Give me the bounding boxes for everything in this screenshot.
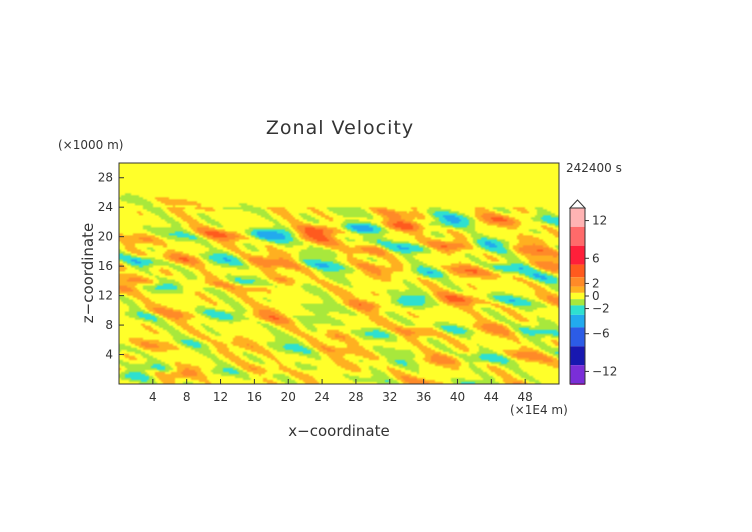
colorbar-swatch	[570, 346, 585, 366]
colorbar-swatch	[570, 208, 585, 227]
chart-title: Zonal Velocity	[266, 117, 414, 139]
x-tick-label: 28	[348, 390, 363, 404]
x-tick-label: 12	[213, 390, 228, 404]
y-tick-label: 8	[105, 318, 113, 332]
colorbar-tick-label: 0	[592, 289, 600, 303]
x-axis: 4 8 12 16 20 24 28 32 36 40 44 48	[149, 379, 533, 404]
colorbar-swatch	[570, 327, 585, 347]
x-tick-label: 16	[247, 390, 262, 404]
y-axis-label: z−coordinate	[79, 223, 97, 323]
colorbar-swatch	[570, 292, 585, 300]
colorbar-extend-arrow	[568, 199, 587, 209]
y-tick-label: 20	[98, 230, 113, 244]
colorbar-swatch	[570, 277, 585, 287]
x-tick-label: 32	[382, 390, 397, 404]
y-tick-label: 16	[98, 259, 113, 273]
colorbar-swatch	[570, 264, 585, 278]
colorbar-swatch	[570, 226, 585, 246]
colorbar-tick-label: −12	[592, 364, 617, 378]
y-tick-label: 12	[98, 289, 113, 303]
plot-area	[118, 162, 560, 385]
y-tick-label: 28	[98, 171, 113, 185]
colorbar-swatch	[570, 286, 585, 293]
x-tick-label: 36	[416, 390, 431, 404]
colorbar-swatch	[570, 314, 585, 328]
x-tick-label: 40	[450, 390, 465, 404]
x-tick-label: 44	[484, 390, 499, 404]
colorbar-tick-label: −2	[592, 302, 610, 316]
y-tick-label: 24	[98, 200, 113, 214]
colorbar-swatch	[570, 299, 585, 306]
colorbar-swatch	[570, 365, 585, 384]
y-unit-label: (×1000 m)	[58, 138, 123, 152]
x-tick-label: 48	[518, 390, 533, 404]
x-tick-label: 4	[149, 390, 157, 404]
colorbar-tick-label: −6	[592, 327, 610, 341]
colorbar-swatch	[570, 245, 585, 265]
y-axis: 4 8 12 16 20 24 28	[98, 171, 124, 362]
colorbar-tick-label: 6	[592, 251, 600, 265]
plot-frame	[118, 162, 560, 385]
velocity-field	[119, 163, 559, 384]
colorbar-tick-label: 12	[592, 214, 607, 228]
x-tick-label: 20	[281, 390, 296, 404]
colorbar: 12 6 20−2 −6 −12	[568, 199, 617, 385]
x-axis-label: x−coordinate	[288, 422, 389, 440]
colorbar-tick-label: 2	[592, 276, 600, 290]
x-unit-label: (×1E4 m)	[510, 403, 568, 417]
x-tick-label: 24	[314, 390, 329, 404]
x-tick-label: 8	[183, 390, 191, 404]
colorbar-swatch	[570, 305, 585, 315]
y-tick-label: 4	[105, 348, 113, 362]
time-label: 242400 s	[566, 161, 622, 175]
